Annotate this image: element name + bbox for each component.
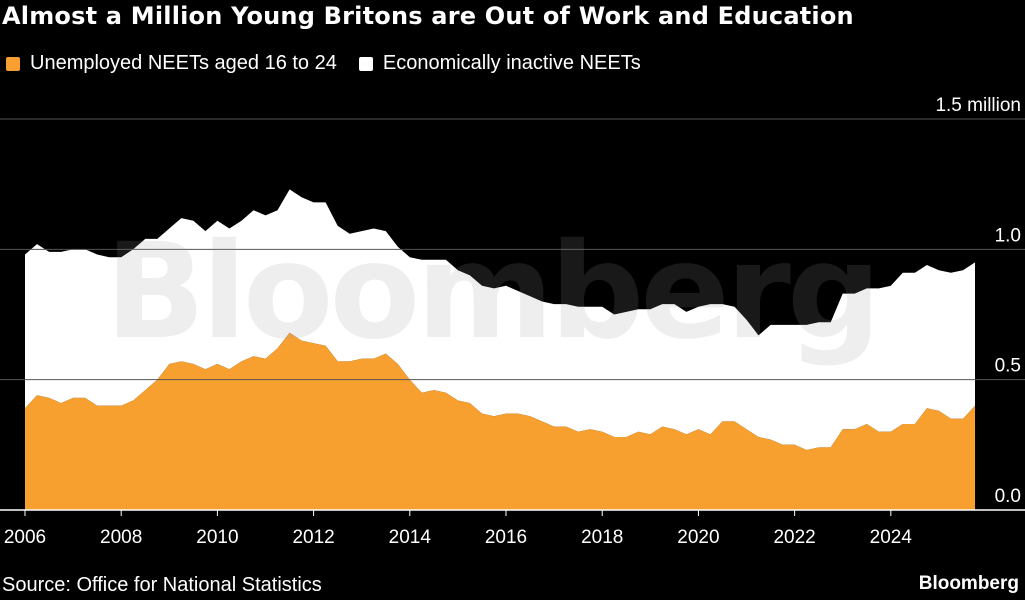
y-tick-label: 1.5 million bbox=[935, 95, 1021, 116]
x-tick-label: 2006 bbox=[4, 527, 46, 548]
legend: Unemployed NEETs aged 16 to 24 Economica… bbox=[6, 52, 663, 75]
x-tick-label: 2024 bbox=[870, 527, 913, 548]
legend-label-unemployed: Unemployed NEETs aged 16 to 24 bbox=[30, 52, 337, 74]
y-tick-label: 0.5 bbox=[995, 356, 1021, 377]
x-tick-label: 2016 bbox=[485, 527, 527, 548]
source-note: Source: Office for National Statistics bbox=[2, 574, 322, 596]
series-area-unemployed bbox=[25, 332, 975, 510]
chart-title: Almost a Million Young Britons are Out o… bbox=[2, 2, 854, 30]
brand-logo: Bloomberg bbox=[918, 573, 1019, 594]
x-tick-label: 2010 bbox=[196, 527, 238, 548]
series-area-inactive bbox=[25, 189, 975, 450]
legend-item-unemployed: Unemployed NEETs aged 16 to 24 bbox=[6, 52, 337, 75]
legend-item-inactive: Economically inactive NEETs bbox=[358, 52, 641, 75]
legend-swatch-inactive bbox=[358, 56, 373, 71]
legend-label-inactive: Economically inactive NEETs bbox=[382, 52, 641, 74]
x-tick-label: 2020 bbox=[677, 527, 719, 548]
y-tick-label: 1.0 bbox=[995, 225, 1021, 246]
legend-swatch-unemployed bbox=[6, 56, 20, 71]
x-tick-label: 2008 bbox=[100, 527, 142, 548]
x-tick-label: 2022 bbox=[773, 527, 815, 548]
x-tick-label: 2012 bbox=[292, 527, 334, 548]
x-tick-label: 2014 bbox=[389, 527, 432, 548]
y-tick-label: 0.0 bbox=[995, 486, 1021, 507]
x-tick-label: 2018 bbox=[581, 527, 623, 548]
